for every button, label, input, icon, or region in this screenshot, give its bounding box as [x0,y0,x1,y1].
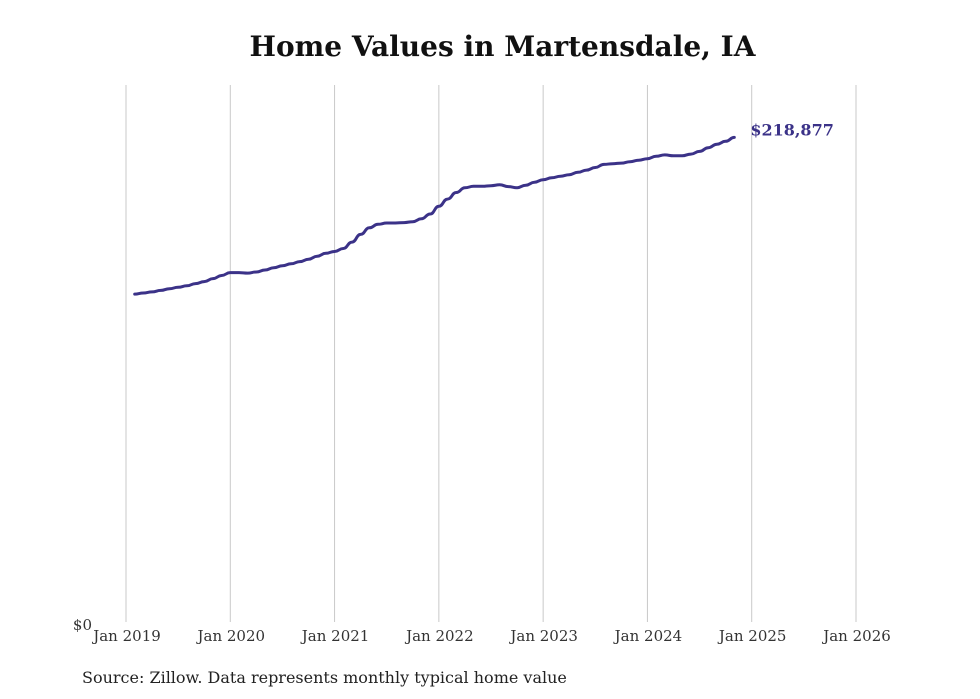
axis-labels: Jan 2019 Jan 2020 Jan 2021 Jan 2022 Jan 2023… [73,616,891,645]
series-layer: $218,877 [133,120,834,296]
x-tick-label: Jan 2022 [404,627,474,645]
grid-lines [125,85,857,622]
chart-title: Home Values in Martensdale, IA [249,30,756,63]
x-tick-label: Jan 2024 [613,627,683,645]
series-line [133,135,736,296]
x-tick-label: Jan 2025 [717,627,787,645]
x-tick-label: Jan 2020 [196,627,266,645]
x-tick-label: Jan 2023 [508,627,578,645]
x-tick-label: Jan 2026 [821,627,891,645]
x-tick-label: Jan 2019 [91,627,161,645]
x-tick-label: Jan 2021 [300,627,370,645]
end-value-label: $218,877 [750,120,834,139]
y-tick-label: $0 [73,616,92,634]
source-note: Source: Zillow. Data represents monthly … [82,668,567,687]
